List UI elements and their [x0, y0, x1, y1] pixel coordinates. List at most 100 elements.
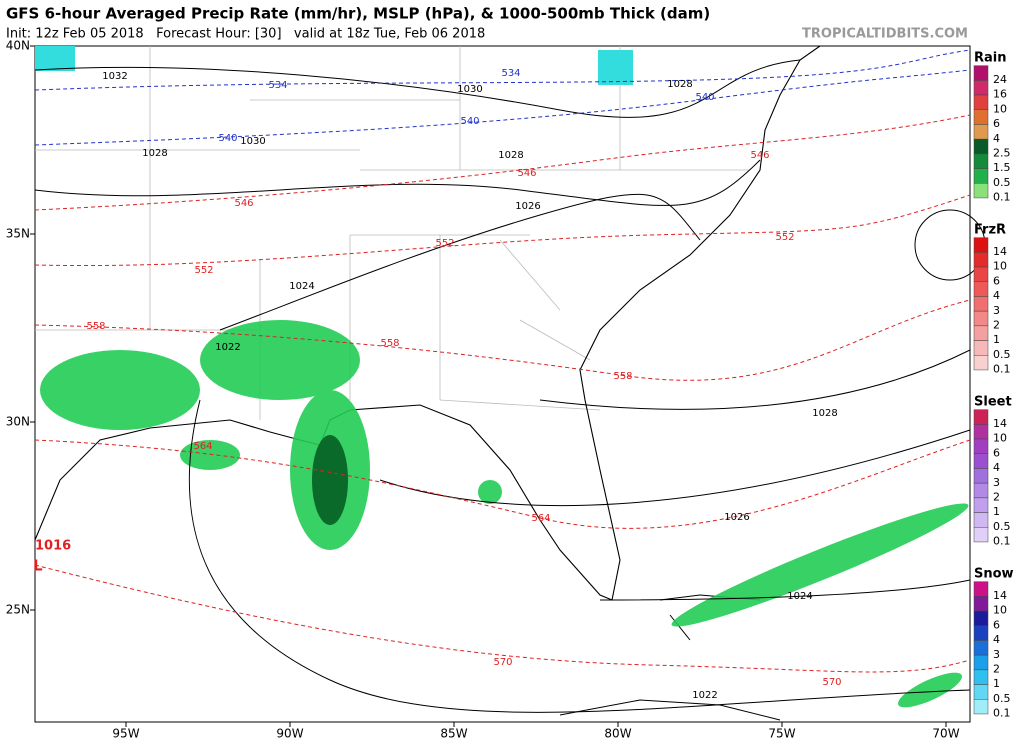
- legend-swatch: [973, 340, 989, 356]
- isobar-label: 1028: [142, 148, 167, 159]
- legend-level: 0.5: [993, 348, 1011, 361]
- legend-level: 14: [993, 589, 1007, 602]
- legend-level: 10: [993, 432, 1007, 445]
- legend-swatch: [973, 355, 989, 371]
- legend-swatch: [973, 325, 989, 341]
- legend-level: 4: [993, 461, 1000, 474]
- axes: 40N 35N 30N 25N 95W 90W 85W 80W 75W 70W: [6, 39, 960, 741]
- legend-level: 3: [993, 648, 1000, 661]
- legend-level: 4: [993, 289, 1000, 302]
- legend-swatch: [973, 153, 989, 169]
- lon-label: 75W: [768, 727, 795, 741]
- isobar-label: 1024: [787, 591, 812, 602]
- lon-label: 85W: [440, 727, 467, 741]
- init-line: Init: 12z Feb 05 2018 Forecast Hour: [30…: [6, 27, 485, 42]
- thickness-label: 558: [380, 338, 399, 349]
- legend-swatch: [973, 581, 989, 597]
- legend-title: Snow: [974, 567, 1014, 582]
- legend-swatch: [973, 497, 989, 513]
- lat-label: 25N: [6, 603, 30, 617]
- legend-level: 10: [993, 102, 1007, 115]
- lat-label: 30N: [6, 415, 30, 429]
- thickness-label: 552: [775, 232, 794, 243]
- legend-swatch: [973, 654, 989, 671]
- legend-level: 0.1: [993, 535, 1011, 548]
- legend-level: 0.5: [993, 692, 1011, 705]
- thickness-label: 534: [268, 80, 287, 91]
- legend-swatch: [973, 168, 989, 184]
- legend-level: 4: [993, 633, 1000, 646]
- legend-swatch: [973, 296, 989, 312]
- thickness-label: 546: [750, 150, 769, 161]
- legend-swatch: [973, 453, 989, 469]
- snow-area: [35, 46, 75, 71]
- thickness-label: 540: [218, 133, 237, 144]
- legend: Rain241610642.51.50.50.1FrzR1410643210.5…: [973, 51, 1014, 720]
- legend-level: 10: [993, 260, 1007, 273]
- site-credit: TROPICALTIDBITS.COM: [802, 27, 968, 42]
- legend-level: 0.1: [993, 191, 1011, 204]
- legend-swatch: [973, 699, 989, 715]
- isobar-label: 1028: [667, 79, 692, 90]
- legend-title: FrzR: [974, 223, 1006, 238]
- contour-labels: 1032 1030 1030 1028 1028 1028 1026 1024 1022 1028…: [86, 68, 841, 701]
- legend-swatch: [973, 512, 989, 528]
- isobar-label: 1030: [240, 136, 265, 147]
- legend-swatch: [973, 109, 989, 125]
- isobar-label: 1022: [215, 342, 240, 353]
- legend-swatch: [973, 252, 989, 268]
- low-pressure: 1016: [35, 539, 71, 554]
- thickness-label: 558: [613, 371, 632, 382]
- legend-swatch: [973, 468, 989, 484]
- legend-swatch: [973, 625, 989, 641]
- lon-label: 90W: [276, 727, 303, 741]
- legend-swatch: [973, 438, 989, 454]
- legend-level: 6: [993, 274, 1000, 287]
- legend-level: 0.1: [993, 363, 1011, 376]
- legend-level: 1: [993, 505, 1000, 518]
- legend-level: 24: [993, 73, 1007, 86]
- legend-level: 10: [993, 604, 1007, 617]
- thickness-label: 546: [234, 198, 253, 209]
- isobars: [34, 59, 986, 713]
- legend-swatch: [973, 669, 989, 685]
- thickness-label: 540: [695, 92, 714, 103]
- thickness-label: 534: [501, 68, 520, 79]
- thickness-label: 552: [194, 265, 213, 276]
- legend-swatch: [973, 640, 989, 656]
- legend-swatch: [973, 237, 989, 253]
- legend-level: 6: [993, 117, 1000, 130]
- thickness-label: 570: [493, 657, 512, 668]
- title: GFS 6-hour Averaged Precip Rate (mm/hr),…: [6, 5, 710, 23]
- legend-level: 4: [993, 132, 1000, 145]
- legend-level: 1: [993, 677, 1000, 690]
- legend-level: 1.5: [993, 161, 1011, 174]
- legend-level: 14: [993, 417, 1007, 430]
- lat-label: 40N: [6, 39, 30, 53]
- legend-swatch: [973, 65, 989, 81]
- thickness-label: 540: [460, 116, 479, 127]
- legend-level: 2: [993, 319, 1000, 332]
- thickness-label: 558: [86, 321, 105, 332]
- thickness-label: 570: [822, 677, 841, 688]
- thickness-label: 546: [517, 168, 536, 179]
- legend-level: 3: [993, 476, 1000, 489]
- legend-level: 3: [993, 304, 1000, 317]
- legend-level: 14: [993, 245, 1007, 258]
- isobar-label: 1024: [289, 281, 314, 292]
- legend-swatch: [973, 310, 989, 327]
- isobar-label: 1026: [724, 512, 749, 523]
- legend-swatch: [973, 124, 989, 140]
- legend-title: Sleet: [974, 395, 1012, 410]
- legend-swatch: [973, 80, 989, 96]
- thickness-label: 552: [435, 238, 454, 249]
- lon-label: 95W: [112, 727, 139, 741]
- legend-level: 0.5: [993, 176, 1011, 189]
- legend-title: Rain: [974, 51, 1007, 66]
- legend-swatch: [973, 482, 989, 499]
- legend-level: 0.1: [993, 707, 1011, 720]
- legend-level: 6: [993, 446, 1000, 459]
- lon-label: 70W: [932, 727, 959, 741]
- legend-swatch: [973, 610, 989, 626]
